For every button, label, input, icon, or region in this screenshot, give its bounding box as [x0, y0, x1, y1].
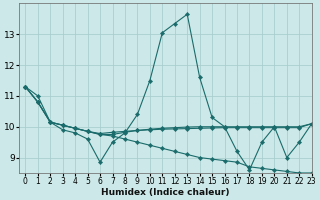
- X-axis label: Humidex (Indice chaleur): Humidex (Indice chaleur): [101, 188, 230, 197]
